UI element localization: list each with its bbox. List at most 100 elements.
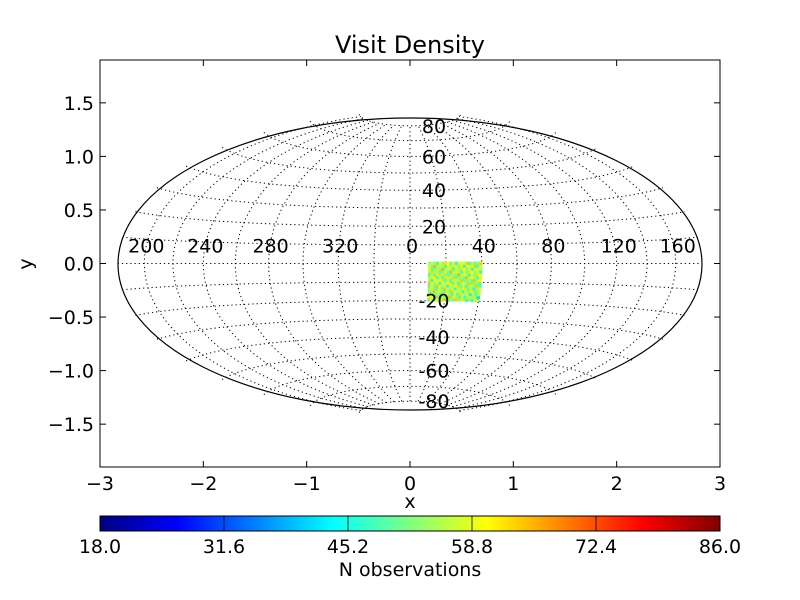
density-cell (454, 267, 459, 271)
density-cell (451, 286, 455, 291)
density-cell (463, 292, 468, 297)
density-cell (472, 281, 477, 285)
density-cell (456, 292, 460, 296)
colorbar-ticks: 18.0 31.6 45.2 58.8 72.4 86.0 (79, 516, 741, 558)
density-cell (457, 275, 461, 280)
density-cell (445, 295, 449, 299)
density-cell (475, 284, 479, 288)
density-cell (442, 298, 447, 302)
meridian-line (459, 116, 677, 411)
density-cell (462, 284, 466, 288)
density-cell (467, 284, 471, 288)
density-cell (433, 278, 437, 282)
density-cell (471, 261, 475, 266)
density-cell (433, 261, 437, 266)
density-cell (443, 275, 448, 280)
density-cell (472, 287, 476, 291)
x-tick-label: 2 (611, 473, 623, 495)
map-boundary (117, 117, 703, 411)
density-cell (468, 264, 472, 268)
density-cell (468, 298, 472, 302)
density-cell (449, 264, 453, 268)
colorbar-tick-label: 45.2 (327, 536, 369, 558)
density-cell (433, 270, 437, 274)
density-cell (438, 264, 443, 268)
density-cell (465, 278, 469, 282)
density-cell (476, 261, 480, 266)
density-cell (438, 261, 443, 266)
density-cell (430, 270, 434, 274)
density-cell (449, 267, 453, 271)
colorbar-tick-label: 72.4 (575, 536, 617, 558)
density-cell (474, 287, 479, 291)
density-cell (477, 284, 482, 288)
density-cell (446, 284, 450, 288)
parallel-label: -60 (418, 361, 449, 383)
density-cell (461, 292, 465, 297)
density-cell (476, 295, 480, 300)
density-cell (462, 267, 467, 271)
density-cell (437, 295, 442, 299)
x-tick-label: −3 (86, 473, 114, 495)
density-cell (441, 281, 445, 285)
colorbar (99, 515, 721, 532)
y-tick-label: 0.5 (64, 200, 94, 222)
parallel-label: 60 (422, 146, 446, 168)
parallel-label: 20 (422, 216, 446, 238)
density-cell (427, 281, 432, 285)
density-cell (455, 295, 460, 299)
meridian-label: 320 (322, 236, 358, 258)
parallel-label: 40 (422, 180, 446, 202)
density-cell (446, 272, 451, 277)
density-cell (432, 292, 437, 296)
density-cell (443, 284, 448, 288)
parallel-line (185, 336, 635, 362)
density-cell (444, 267, 448, 271)
density-cell (441, 278, 445, 282)
density-cell (459, 281, 464, 285)
density-cell (461, 287, 466, 291)
density-cell (471, 264, 475, 268)
y-tick-label: −0.5 (48, 307, 94, 329)
density-cell (460, 275, 464, 280)
density-cell (462, 272, 467, 277)
density-cell (435, 286, 439, 291)
parallel-line (122, 236, 698, 246)
density-cell (470, 270, 475, 274)
colorbar-tick-label: 18.0 (79, 536, 121, 558)
density-cell (430, 278, 434, 282)
density-cell (445, 292, 450, 296)
density-cell (448, 292, 452, 296)
density-cell (456, 284, 461, 288)
density-cell (430, 272, 434, 277)
colorbar-label: N observations (339, 559, 482, 581)
density-cell (464, 281, 469, 285)
density-cell (428, 264, 432, 268)
density-heatmap (427, 261, 483, 302)
density-cell (473, 275, 477, 280)
density-cell (447, 298, 452, 302)
density-cell (454, 264, 459, 268)
density-cell (467, 275, 472, 280)
density-cell (435, 278, 440, 282)
density-cell (430, 281, 434, 285)
density-cell (461, 289, 466, 294)
density-cell (453, 295, 457, 299)
density-cell (444, 264, 448, 268)
density-cell (427, 295, 431, 299)
density-cell (433, 272, 437, 277)
density-cell (435, 275, 440, 280)
meridian-label: 40 (472, 236, 496, 258)
density-cell (467, 287, 471, 291)
x-tick-label: −2 (189, 473, 217, 495)
density-cell (478, 281, 482, 285)
density-cell (462, 275, 467, 280)
density-cell (475, 278, 480, 283)
x-tick-label: −1 (293, 473, 321, 495)
density-cell (446, 281, 450, 285)
density-cell (449, 272, 453, 277)
density-cell (463, 264, 467, 268)
parallel-line (185, 165, 635, 191)
meridian-label: 280 (252, 236, 288, 258)
density-cell (432, 298, 436, 302)
